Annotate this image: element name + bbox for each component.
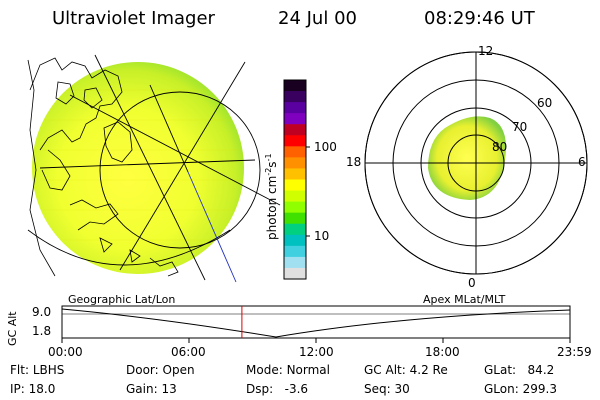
polar-label-6: 6 (578, 155, 586, 169)
timeline (61, 305, 571, 343)
colorbar-segment (284, 234, 306, 247)
status-door: Door: Open (126, 363, 195, 377)
colorbar-segment (284, 91, 306, 103)
colorbar-unit-label: photon cm-2s-1 (264, 153, 279, 240)
polar-ring-label-60: 60 (537, 96, 553, 110)
colorbar (284, 80, 306, 280)
colorbar-segment (284, 168, 306, 181)
date-label: 24 Jul 00 (278, 8, 357, 29)
colorbar-segment (284, 245, 306, 258)
colorbar-segment (284, 256, 306, 269)
timeline-tick-0: 00:00 (48, 345, 83, 359)
status-glon: GLon: 299.3 (484, 382, 557, 396)
status-flt: Flt: LBHS (10, 363, 65, 377)
status-mode: Mode: Normal (246, 363, 330, 377)
timeline-tick-4: 23:59 (557, 345, 592, 359)
colorbar-segment (284, 102, 306, 114)
status-seq: Seq: 30 (364, 382, 410, 396)
polar-label-12: 12 (478, 44, 494, 58)
status-gc-alt: GC Alt: 4.2 Re (364, 363, 448, 377)
colorbar-segment (284, 179, 306, 192)
earth-disk (32, 62, 244, 274)
timeline-left-label: Geographic Lat/Lon (68, 293, 176, 306)
timeline-right-label: Apex MLat/MLT (423, 293, 506, 306)
colorbar-segment (284, 135, 306, 147)
polar-ring-label-70: 70 (512, 120, 528, 134)
coastlines (27, 57, 179, 277)
timeline-frame (61, 305, 571, 339)
status-dsp: Dsp: -3.6 (246, 382, 309, 396)
status-glat: GLat: 84.2 (484, 363, 555, 377)
colorbar-tick-100: 100 (314, 140, 337, 154)
colorbar-segment (284, 267, 306, 280)
colorbar-segment (284, 157, 306, 170)
colorbar-segment (284, 113, 306, 125)
colorbar-segment (284, 212, 306, 225)
timeline-tick-2: 12:00 (299, 345, 334, 359)
timeline-y-top: 9.0 (32, 305, 52, 319)
colorbar-frame (283, 79, 307, 280)
timeline-y-bottom: 1.8 (32, 324, 52, 338)
colorbar-tick-10: 10 (314, 229, 330, 243)
timeline-tick-3: 18:00 (425, 345, 460, 359)
colorbar-segment (284, 80, 306, 92)
polar-label-0: 0 (468, 276, 476, 290)
status-ip: IP: 18.0 (10, 382, 56, 396)
polar-ring-label-80: 80 (492, 140, 508, 154)
colorbar-segment (284, 190, 306, 203)
colorbar-segment (284, 146, 306, 158)
polar-label-18: 18 (346, 155, 362, 169)
geo-grid (27, 54, 281, 283)
time-label: 08:29:46 UT (424, 8, 535, 29)
altitude-curve (61, 308, 571, 338)
polar-plot (364, 51, 588, 275)
geographic-image (27, 54, 281, 283)
instrument-title: Ultraviolet Imager (52, 8, 215, 29)
colorbar-segment (284, 201, 306, 214)
timeline-y-axis-label: GC Alt (6, 311, 19, 346)
colorbar-segment (284, 124, 306, 136)
status-gain: Gain: 13 (126, 382, 177, 396)
colorbar-segment (284, 223, 306, 236)
timeline-tick-1: 06:00 (171, 345, 206, 359)
